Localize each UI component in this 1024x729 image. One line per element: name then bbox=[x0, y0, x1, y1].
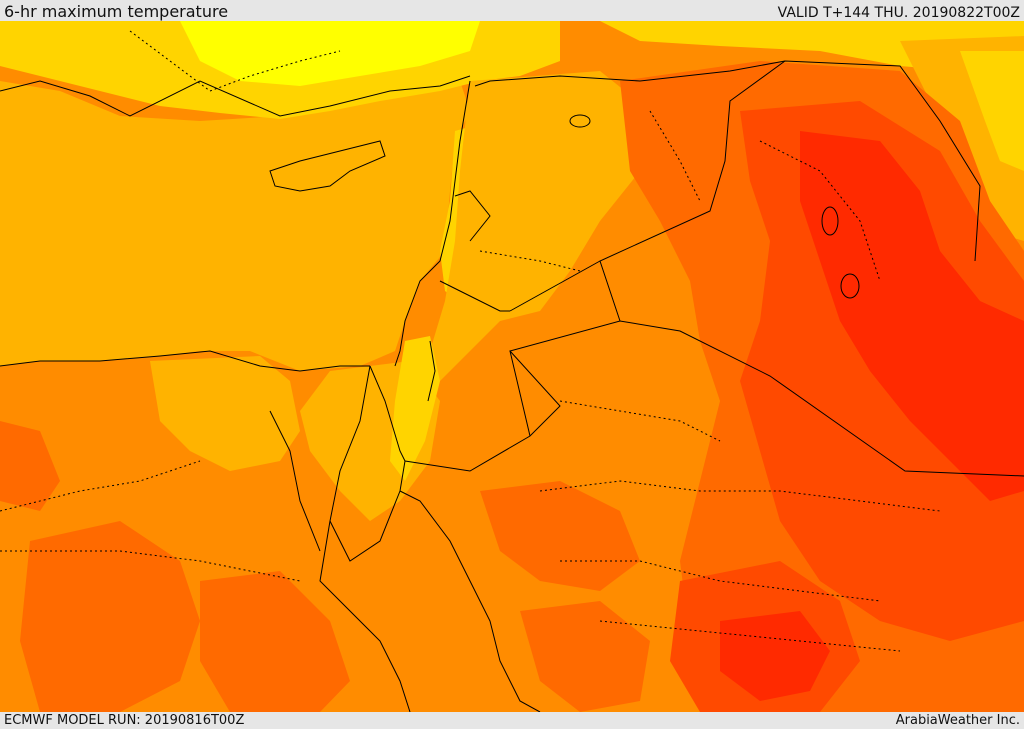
northeast-cool-patch bbox=[960, 51, 1024, 171]
coastlines bbox=[0, 75, 541, 712]
footer-bar: ECMWF MODEL RUN: 20190816T00Z ArabiaWeat… bbox=[0, 712, 1024, 729]
nile-delta-mild bbox=[150, 356, 300, 471]
admin-dotted-lines bbox=[0, 30, 941, 652]
temperature-map-svg bbox=[0, 21, 1024, 712]
saudi-hot-patch-1 bbox=[480, 481, 640, 591]
iraq-hottest-core bbox=[800, 131, 1024, 501]
country-borders bbox=[0, 60, 1024, 477]
credit-label: ArabiaWeather Inc. bbox=[895, 713, 1020, 728]
southeast-hottest-patch bbox=[720, 611, 830, 701]
west-edge-hot bbox=[0, 421, 60, 511]
valid-time-label: VALID T+144 THU. 20190822T00Z bbox=[777, 5, 1020, 21]
map-title: 6-hr maximum temperature bbox=[4, 2, 229, 21]
temperature-map bbox=[0, 21, 1024, 712]
jordan-valley-cool bbox=[390, 336, 440, 481]
egypt-south-hot-2 bbox=[200, 571, 350, 712]
mediterranean-sea-region bbox=[0, 81, 470, 371]
egypt-south-hot-1 bbox=[20, 521, 200, 712]
lakes bbox=[427, 114, 860, 402]
model-run-label: ECMWF MODEL RUN: 20190816T00Z bbox=[4, 713, 245, 728]
header-bar: 6-hr maximum temperature VALID T+144 THU… bbox=[0, 0, 1024, 21]
saudi-hot-patch-2 bbox=[520, 601, 650, 712]
